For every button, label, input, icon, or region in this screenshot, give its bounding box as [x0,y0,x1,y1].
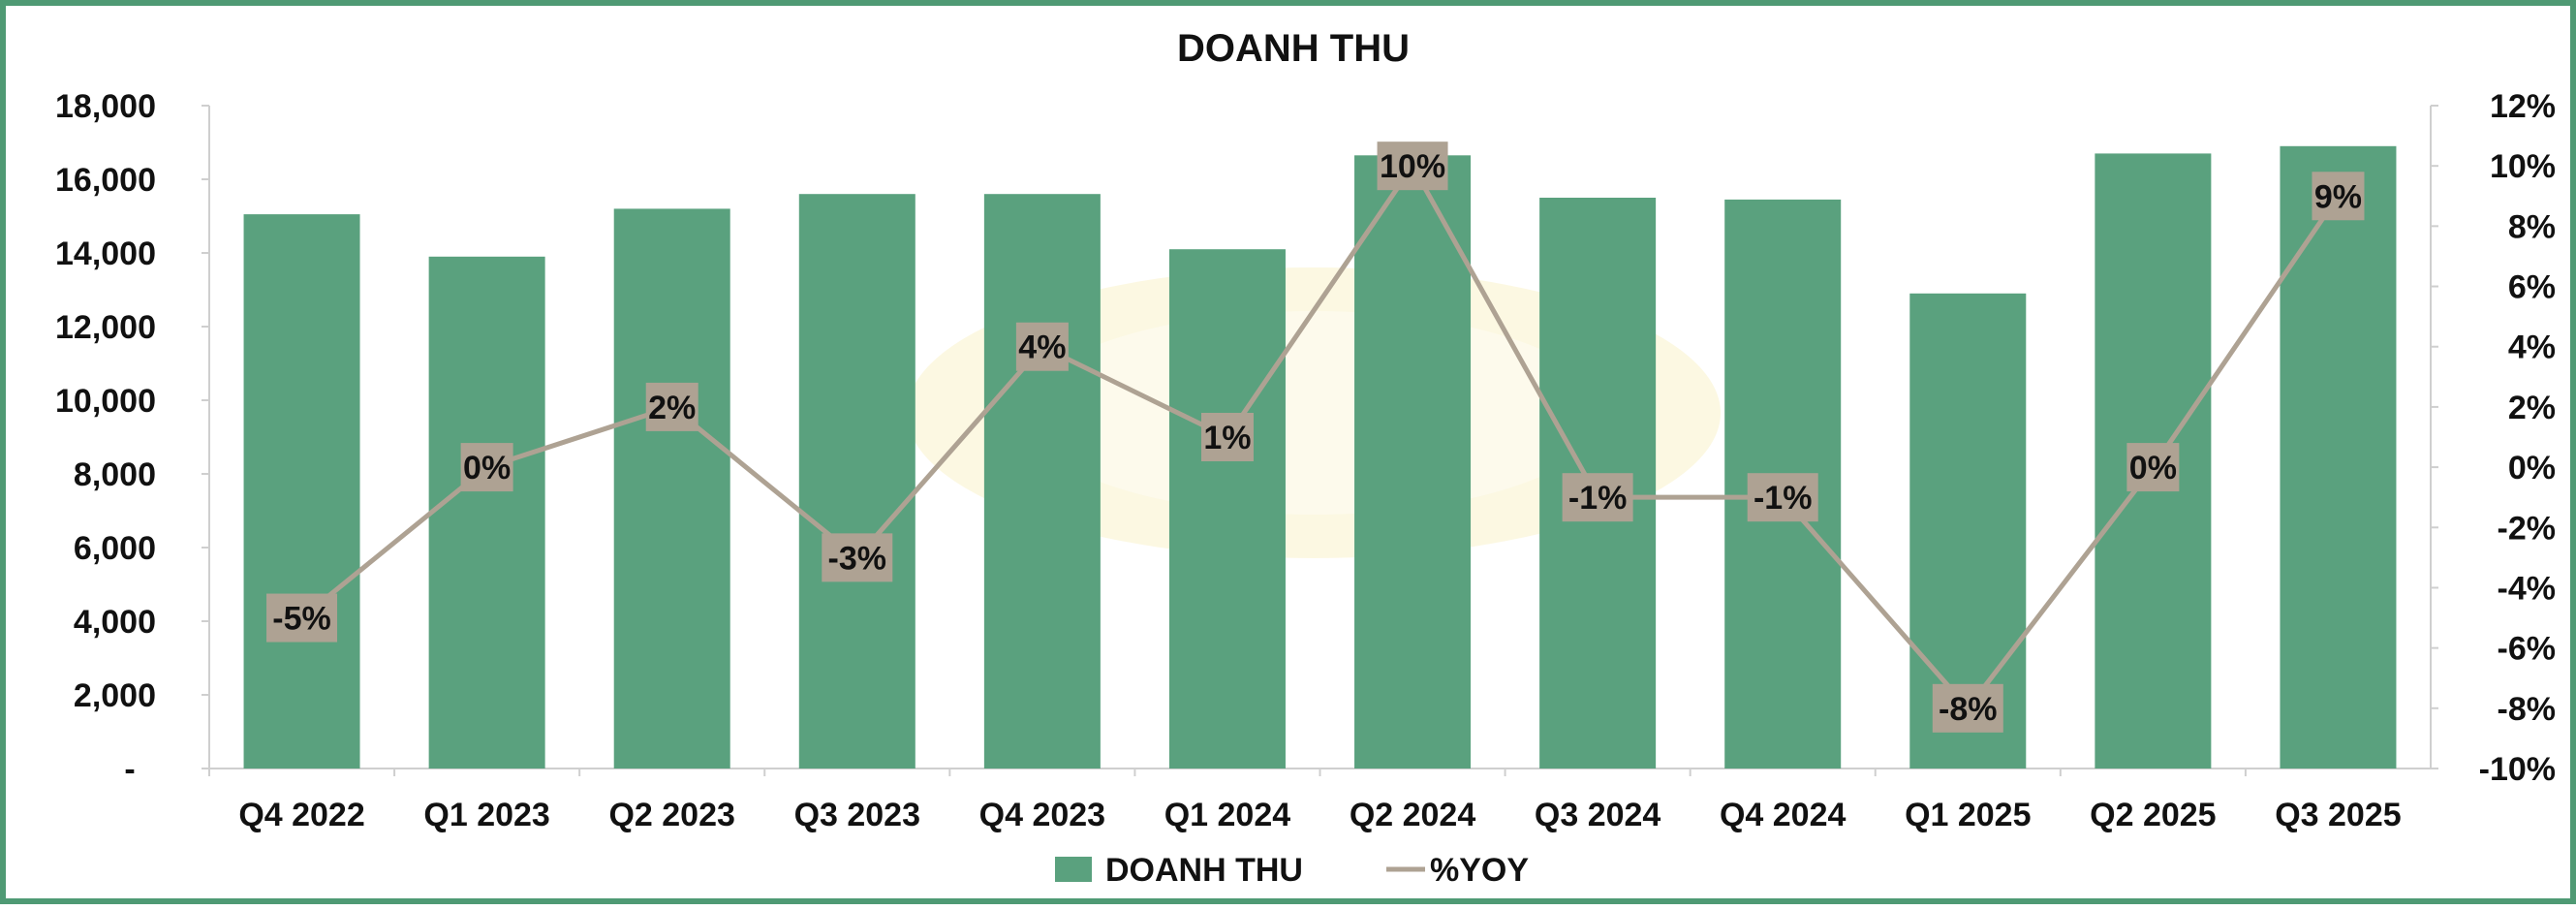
x-tick-label: Q4 2023 [979,797,1105,833]
yoy-data-label-bg [460,443,513,492]
yoy-line [299,163,2341,711]
revenue-bar [2280,145,2397,769]
revenue-chart: DOANH THU - 2,000 4,000 6,000 8,000 10,000 12,… [55,27,2556,889]
right-tick-label: 0% [2508,450,2556,486]
right-tick-label: 8% [2508,208,2556,245]
yoy-data-label-bg [645,382,698,431]
x-tick-label: Q1 2023 [423,797,549,833]
yoy-data-label-bg [1562,473,1633,522]
yoy-data-label-bg [1015,322,1069,371]
right-tick-label: 10% [2490,148,2556,185]
yoy-data-label: -3% [828,540,886,577]
right-tick-label: 4% [2508,329,2556,366]
legend-swatch-doanh-thu [1055,857,1092,882]
revenue-bar [1354,155,1472,769]
yoy-line-series: -5% 0% 2% -3% 4% 1% 10% -1% -1% -8% 0% 9% [266,141,2365,733]
revenue-bar [798,194,916,769]
revenue-bar [428,256,545,769]
yoy-data-label: -1% [1754,480,1812,517]
yoy-data-label: -5% [272,601,330,638]
yoy-data-label-bg [822,533,893,582]
left-tick-label: 16,000 [55,162,156,199]
right-tick-label: -4% [2498,570,2556,607]
yoy-data-label: -1% [1568,480,1627,517]
yoy-data-label-bg [266,593,338,643]
left-tick-label: 8,000 [74,456,156,493]
revenue-bar [983,194,1101,769]
left-tick-label: 18,000 [55,88,156,125]
left-tick-label: 12,000 [55,309,156,346]
x-tick-label: Q3 2025 [2275,797,2401,833]
left-tick-label: 2,000 [74,677,156,714]
yoy-data-label: 9% [2314,178,2362,215]
x-tick-label: Q2 2023 [608,797,734,833]
left-tick-label: 4,000 [74,604,156,641]
yoy-data-label: 4% [1018,329,1066,366]
watermark-inner-icon [1023,311,1604,515]
bar-series [243,145,2397,769]
right-tick-label: -6% [2498,631,2556,668]
yoy-data-label: 10% [1380,148,1445,185]
x-tick-label: Q4 2024 [1720,797,1847,833]
left-tick-label: 14,000 [55,235,156,272]
right-tick-label: 2% [2508,390,2556,426]
yoy-data-label: 0% [463,450,511,486]
yoy-data-label-bg [1747,473,1818,522]
yoy-data-label-bg [1932,683,2003,733]
left-tick-label: - [124,751,135,788]
yoy-data-label: -8% [1939,691,1997,728]
x-tick-label: Q3 2023 [794,797,920,833]
x-tick-label: Q2 2024 [1350,797,1476,833]
revenue-bar [243,214,360,769]
x-tick-label: Q3 2024 [1535,797,1661,833]
x-tick-label: Q1 2024 [1164,797,1291,833]
yoy-data-label: 2% [648,390,696,426]
chart-title: DOANH THU [1177,27,1410,70]
x-tick-label: Q4 2022 [238,797,364,833]
left-tick-label: 6,000 [74,530,156,567]
revenue-bar [1168,249,1286,769]
legend: DOANH THU %YOY [1055,852,1529,889]
yoy-data-label: 1% [1203,420,1251,456]
left-tick-label: 10,000 [55,383,156,420]
legend-label-yoy: %YOY [1430,852,1529,889]
x-tick-label: Q2 2025 [2090,797,2216,833]
revenue-bar [613,208,730,769]
legend-label-doanh-thu: DOANH THU [1105,852,1303,889]
yoy-data-label-bg [1377,141,1448,191]
right-tick-label: 12% [2490,88,2556,125]
right-axis: -10% -8% -6% -4% -2% 0% 2% 4% 6% 8% 10% 12% [2430,88,2556,788]
right-tick-label: 6% [2508,269,2556,306]
right-tick-label: -10% [2479,751,2556,788]
yoy-data-label-bg [1200,413,1254,461]
right-tick-label: -2% [2498,510,2556,547]
right-tick-label: -8% [2498,691,2556,728]
watermark-ring-icon [907,267,1721,558]
x-tick-label: Q1 2025 [1905,797,2031,833]
yoy-data-label-bg [2126,443,2180,492]
left-axis: - 2,000 4,000 6,000 8,000 10,000 12,000 14,000 1… [55,88,210,788]
yoy-data-label: 0% [2129,450,2177,486]
x-axis: Q4 2022 Q1 2023 Q2 2023 Q3 2023 Q4 2023 Q1 20… [208,768,2431,833]
yoy-data-label-bg [2312,172,2365,221]
